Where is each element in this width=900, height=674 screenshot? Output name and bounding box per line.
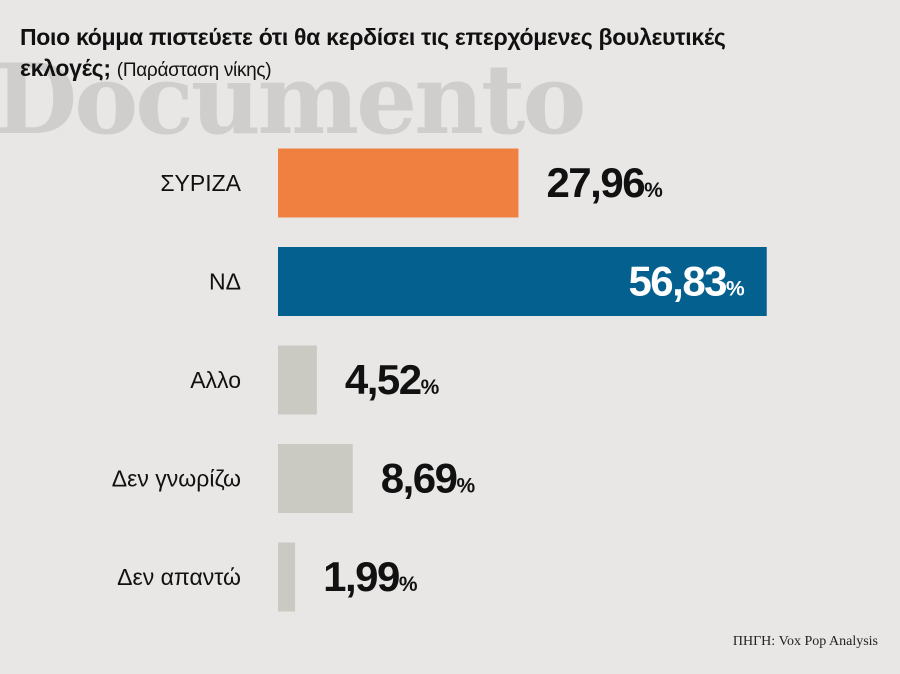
bar-4 [278, 542, 296, 612]
value-label-4: 1,99% [323, 553, 418, 600]
bar-0 [278, 148, 519, 218]
chart-title-sub: (Παράσταση νίκης) [116, 60, 272, 81]
category-label-2: Αλλο [190, 367, 241, 393]
bar-1 [278, 247, 767, 316]
watermark-logo: Documento [0, 43, 586, 156]
value-label-0: 27,96% [546, 159, 663, 206]
category-label-4: Δεν απαντώ [117, 564, 241, 590]
category-label-3: Δεν γνωρίζω [112, 466, 241, 492]
chart-title-main: Ποιο κόμμα πιστεύετε ότι θα κερδίσει τις… [20, 24, 726, 81]
chart-title: Ποιο κόμμα πιστεύετε ότι θα κερδίσει τις… [20, 22, 780, 86]
category-label-0: ΣΥΡΙΖΑ [160, 170, 241, 196]
value-label-3: 8,69% [381, 455, 476, 502]
source-note: ΠΗΓΗ: Vox Pop Analysis [732, 634, 878, 649]
value-label-1: 56,83% [628, 258, 745, 305]
category-label-1: ΝΔ [209, 269, 241, 295]
bar-2 [278, 345, 317, 415]
bar-3 [278, 444, 353, 513]
value-label-2: 4,52% [345, 356, 440, 403]
